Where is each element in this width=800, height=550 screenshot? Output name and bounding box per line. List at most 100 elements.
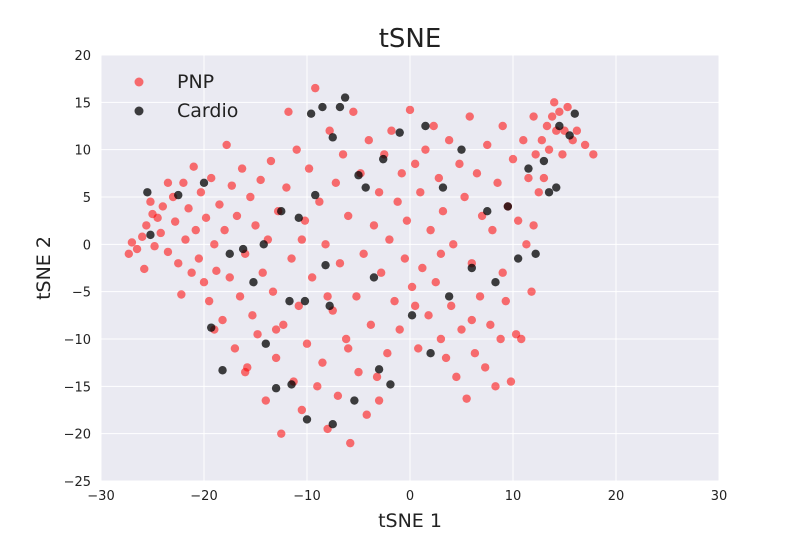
point-pnp	[163, 247, 173, 257]
point-pnp	[416, 188, 425, 197]
point-pnp	[400, 254, 410, 263]
point-pnp	[297, 405, 307, 415]
point-pnp	[429, 121, 438, 131]
point-pnp	[376, 268, 386, 277]
x-tick-labels: −30 −20 −10 0 10 20 30	[87, 489, 727, 504]
point-pnp	[395, 325, 404, 334]
point-cardio	[361, 183, 370, 192]
point-pnp	[220, 225, 229, 235]
point-cardio	[238, 244, 248, 254]
point-pnp	[302, 339, 312, 348]
point-pnp	[385, 235, 394, 244]
point-pnp	[418, 263, 427, 273]
point-cardio	[555, 121, 564, 131]
x-tick-label: 0	[406, 489, 414, 504]
grid-lines	[100, 54, 720, 482]
point-pnp	[513, 216, 523, 225]
point-pnp	[472, 169, 482, 178]
y-tick-label: 10	[74, 144, 91, 159]
point-cardio	[287, 380, 296, 389]
point-pnp	[246, 192, 255, 202]
point-cardio	[552, 183, 561, 192]
y-tick-label: 15	[74, 96, 91, 111]
point-cardio	[374, 365, 384, 374]
point-pnp	[452, 372, 461, 382]
point-cardio	[328, 420, 337, 429]
point-pnp	[199, 278, 209, 287]
point-pnp	[266, 156, 276, 166]
legend: PNP Cardio	[134, 71, 238, 122]
point-pnp	[333, 391, 343, 400]
point-pnp	[366, 320, 376, 329]
point-pnp	[524, 173, 533, 183]
point-pnp	[268, 287, 278, 296]
point-pnp	[374, 188, 384, 197]
point-pnp	[146, 197, 155, 206]
point-pnp	[127, 238, 137, 247]
y-tick-label: −20	[64, 428, 91, 443]
x-tick-label: 10	[505, 489, 522, 504]
point-pnp	[486, 320, 495, 329]
chart-title: tSNE	[379, 24, 442, 54]
point-pnp	[156, 228, 165, 238]
point-cardio	[259, 240, 268, 249]
point-pnp	[194, 254, 204, 263]
point-pnp	[184, 204, 193, 213]
point-pnp	[397, 169, 406, 178]
point-pnp	[426, 225, 435, 235]
point-pnp	[563, 102, 572, 112]
y-tick-label: 0	[83, 238, 91, 253]
point-cardio	[386, 380, 395, 389]
point-pnp	[436, 334, 446, 344]
point-pnp	[318, 358, 327, 367]
point-cardio	[318, 102, 327, 112]
point-cardio	[271, 384, 281, 393]
point-pnp	[341, 334, 351, 344]
point-pnp	[374, 396, 384, 405]
point-cardio	[438, 183, 448, 192]
point-pnp	[179, 178, 188, 187]
y-tick-label: −25	[64, 475, 91, 490]
point-pnp	[253, 330, 262, 339]
point-pnp	[467, 315, 476, 325]
point-cardio	[174, 190, 183, 200]
point-pnp	[354, 367, 363, 377]
point-pnp	[187, 268, 196, 277]
point-pnp	[325, 126, 334, 135]
point-cardio	[311, 190, 320, 200]
point-pnp	[414, 344, 423, 353]
point-pnp	[539, 173, 549, 183]
point-cardio	[407, 311, 417, 320]
x-axis-title: tSNE 1	[378, 510, 442, 532]
point-pnp	[383, 349, 392, 358]
point-cardio	[491, 278, 500, 287]
point-pnp	[493, 178, 502, 187]
point-pnp	[307, 273, 317, 282]
point-pnp	[279, 320, 288, 329]
point-pnp	[550, 98, 559, 107]
point-pnp	[292, 145, 301, 154]
point-pnp	[177, 290, 186, 299]
point-pnp	[436, 249, 446, 258]
point-pnp	[431, 278, 440, 287]
point-pnp	[241, 367, 250, 377]
point-cardio	[444, 292, 454, 301]
point-pnp	[227, 181, 237, 190]
point-pnp	[297, 235, 307, 244]
point-cardio	[143, 188, 152, 197]
point-pnp	[444, 136, 454, 145]
point-cardio	[285, 296, 294, 306]
point-pnp	[313, 382, 322, 391]
point-pnp	[218, 315, 227, 325]
point-pnp	[142, 221, 151, 230]
point-pnp	[232, 211, 242, 221]
point-pnp	[248, 311, 257, 320]
point-pnp	[491, 382, 500, 391]
point-cardio	[261, 339, 270, 348]
point-pnp	[410, 159, 420, 169]
point-cardio	[513, 254, 523, 263]
point-cardio	[340, 93, 350, 102]
point-cardio	[249, 278, 258, 287]
point-cardio	[524, 164, 533, 173]
point-cardio	[565, 131, 574, 140]
